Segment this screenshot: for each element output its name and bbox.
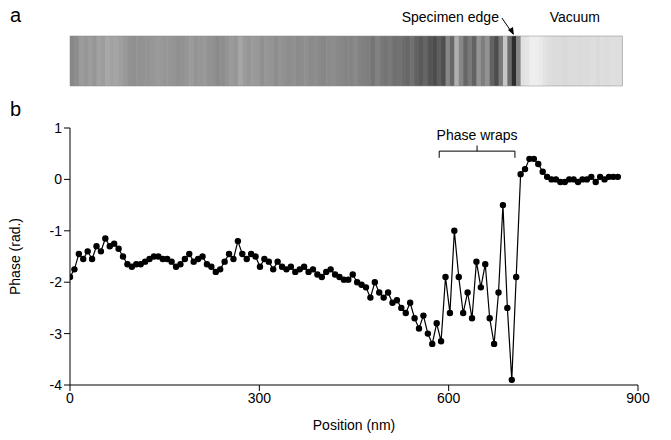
svg-text:a: a [10,4,22,26]
svg-text:-2: -2 [50,274,63,290]
svg-text:0: 0 [66,390,74,406]
svg-text:1: 1 [54,120,62,136]
svg-text:-4: -4 [50,377,63,393]
svg-text:Vacuum: Vacuum [550,9,600,25]
html-text:b: b [10,98,22,120]
svg-text:Phase (rad.): Phase (rad.) [7,218,23,295]
svg-text:Position (nm): Position (nm) [313,417,395,433]
svg-text:300: 300 [248,390,272,406]
svg-text:Specimen edge: Specimen edge [402,9,500,25]
svg-text:Phase wraps: Phase wraps [437,127,518,143]
svg-text:900: 900 [626,390,650,406]
svg-text:600: 600 [437,390,461,406]
svg-text:-3: -3 [50,326,63,342]
svg-text:0: 0 [54,171,62,187]
svg-text:-1: -1 [50,223,63,239]
